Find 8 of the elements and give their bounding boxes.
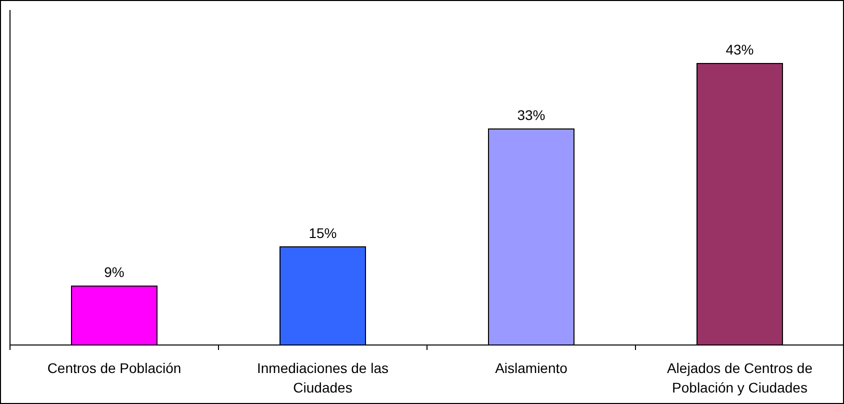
- x-tick-label: Alejados de Centros de Población y Ciudades: [666, 360, 813, 396]
- x-tick-label: Centros de Población: [47, 360, 182, 376]
- data-label: 43%: [726, 41, 754, 58]
- data-label: 33%: [517, 106, 546, 123]
- data-label: 15%: [308, 224, 337, 241]
- x-tick-label: Inmediaciones de las Ciudades: [256, 360, 389, 396]
- data-label: 9%: [104, 264, 124, 280]
- x-tick-label: Aislamiento: [495, 360, 568, 376]
